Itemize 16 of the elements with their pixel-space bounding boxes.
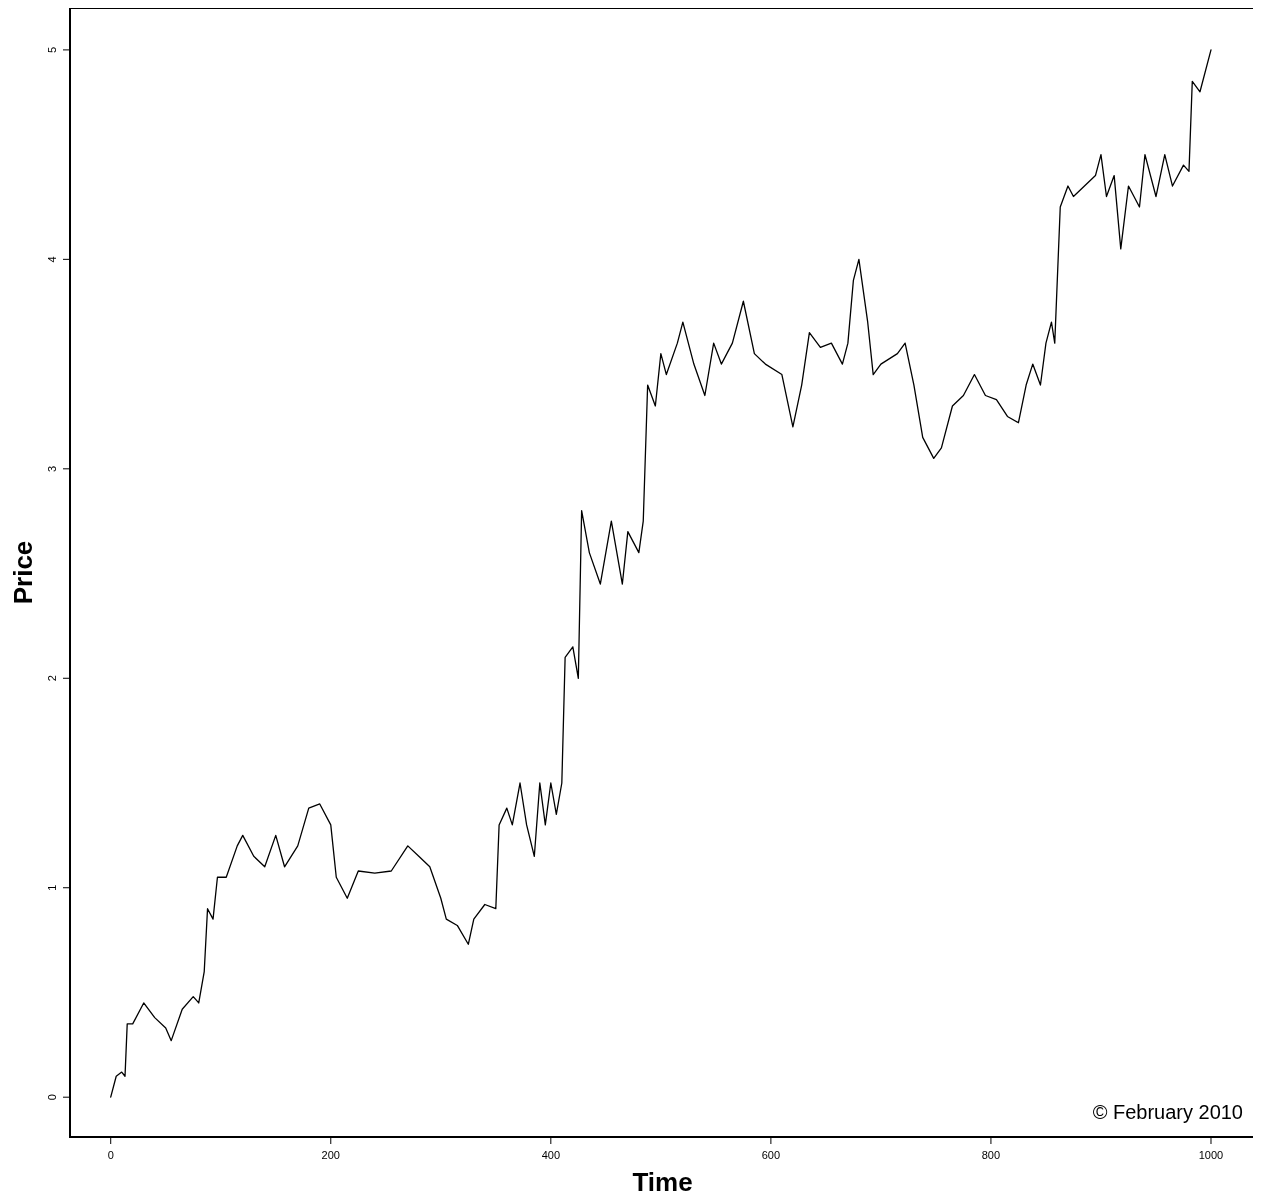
x-axis-title: Time (632, 1167, 693, 1197)
y-tick-label: 1 (46, 884, 58, 891)
x-tick-label: 200 (321, 1149, 340, 1161)
y-tick-label: 5 (46, 46, 58, 53)
y-tick-label: 0 (46, 1094, 58, 1101)
line-series (110, 49, 1212, 1098)
y-tick-label: 4 (46, 256, 58, 263)
y-tick-label: 2 (46, 675, 58, 682)
annotation: © February 2010 (1092, 1101, 1243, 1123)
x-tick-label: 400 (541, 1149, 560, 1161)
x-tick-label: 0 (107, 1149, 114, 1161)
x-tick-label: 800 (981, 1149, 1001, 1161)
y-tick-label: 3 (46, 465, 58, 472)
x-tick-label: 600 (761, 1149, 781, 1161)
y-axis-title: Price (8, 540, 38, 605)
x-tick-label: 1000 (1198, 1149, 1224, 1161)
